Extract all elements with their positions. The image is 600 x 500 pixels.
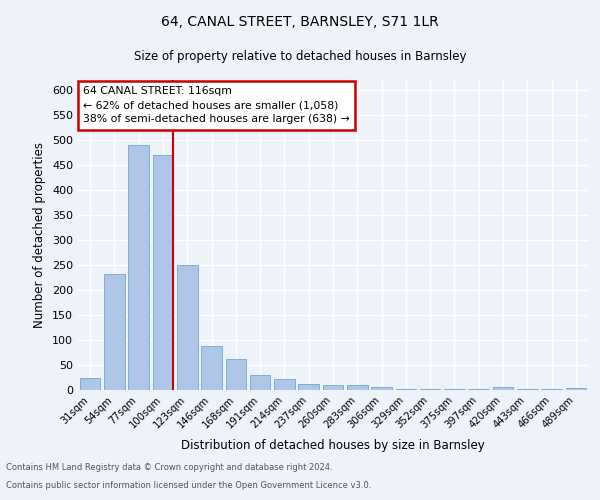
Bar <box>250 375 271 390</box>
Bar <box>323 384 343 390</box>
Bar <box>80 378 100 390</box>
Text: 64 CANAL STREET: 116sqm
← 62% of detached houses are smaller (1,058)
38% of semi: 64 CANAL STREET: 116sqm ← 62% of detache… <box>83 86 350 124</box>
Text: Contains HM Land Registry data © Crown copyright and database right 2024.: Contains HM Land Registry data © Crown c… <box>6 462 332 471</box>
Y-axis label: Number of detached properties: Number of detached properties <box>34 142 46 328</box>
Bar <box>371 386 392 390</box>
Bar <box>274 378 295 390</box>
Bar <box>226 358 246 390</box>
Bar <box>177 265 197 390</box>
Bar <box>152 155 173 390</box>
Bar <box>298 384 319 390</box>
Text: Contains public sector information licensed under the Open Government Licence v3: Contains public sector information licen… <box>6 481 371 490</box>
Text: 64, CANAL STREET, BARNSLEY, S71 1LR: 64, CANAL STREET, BARNSLEY, S71 1LR <box>161 15 439 29</box>
Bar <box>444 389 465 390</box>
Bar <box>347 384 368 390</box>
X-axis label: Distribution of detached houses by size in Barnsley: Distribution of detached houses by size … <box>181 439 485 452</box>
Bar <box>420 389 440 390</box>
Bar <box>517 389 538 390</box>
Text: Size of property relative to detached houses in Barnsley: Size of property relative to detached ho… <box>134 50 466 63</box>
Bar <box>201 346 222 390</box>
Bar <box>493 386 514 390</box>
Bar <box>128 145 149 390</box>
Bar <box>541 389 562 390</box>
Bar <box>566 388 586 390</box>
Bar <box>104 274 125 390</box>
Bar <box>469 389 489 390</box>
Bar <box>395 389 416 390</box>
